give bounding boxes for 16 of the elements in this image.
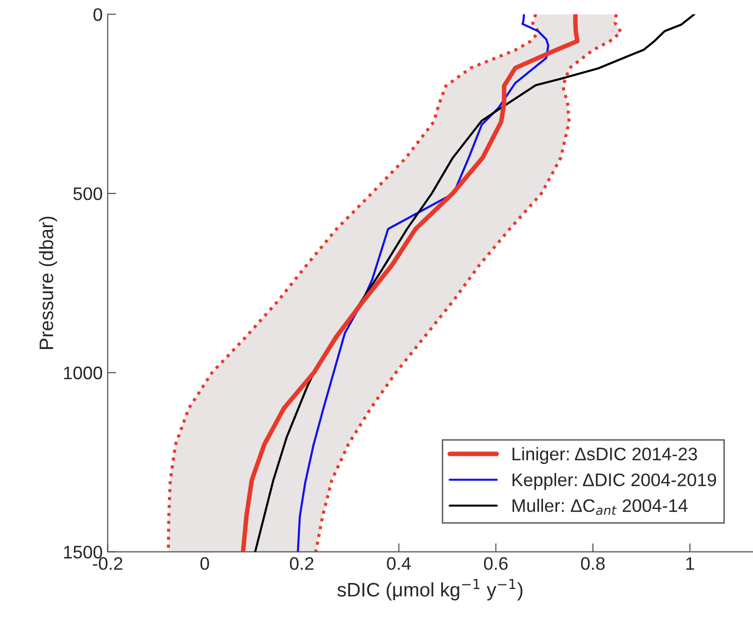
x-tick-label: -0.2 xyxy=(92,557,122,570)
y-tick-label: 1500 xyxy=(64,546,102,559)
x-tick-label: 0.6 xyxy=(484,557,508,570)
x-axis-title: sDIC (μmol kg$^{−1}$ y$^{−1}$) xyxy=(337,579,522,600)
y-tick-label: 1000 xyxy=(64,366,102,380)
y-tick-label: 0 xyxy=(93,8,102,21)
x-tick-label: 0.2 xyxy=(290,557,314,570)
y-tick-label: 500 xyxy=(73,187,102,200)
y-axis-title: Pressure (dbar) xyxy=(38,216,58,349)
x-tick-label: 0.4 xyxy=(386,557,411,570)
x-tick-label: 1 xyxy=(686,557,694,570)
legend-label: Liniger: ΔsDIC 2014-23 xyxy=(512,447,698,464)
x-tick-label: 0.8 xyxy=(581,557,605,570)
x-tick-label: 0 xyxy=(200,557,210,570)
legend-label: Muller: ΔC$_{ant}$ 2004-14 xyxy=(512,498,688,515)
legend-label: Keppler: ΔDIC 2004-2019 xyxy=(512,473,716,490)
